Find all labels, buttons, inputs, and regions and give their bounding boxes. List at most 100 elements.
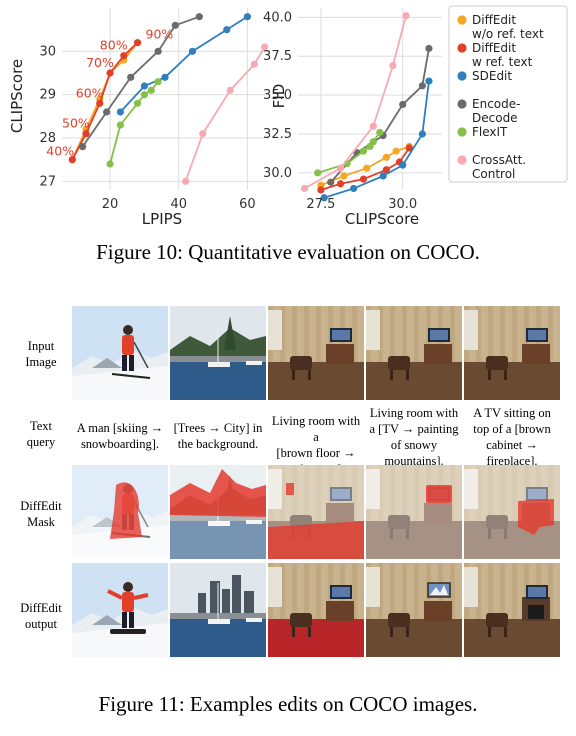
data-point — [188, 47, 197, 55]
data-point — [418, 130, 426, 138]
query-line: [brown floor → — [276, 446, 356, 460]
data-point — [223, 26, 231, 34]
right-y-tick-labels: 30.0 32.5 35.0 37.5 40.0 — [263, 10, 292, 181]
mask-image-5 — [464, 465, 560, 559]
query-4: Living room with a [TV → painting of sno… — [366, 405, 462, 469]
data-point — [79, 143, 87, 151]
input-image-2 — [170, 306, 266, 400]
data-point — [317, 186, 325, 194]
data-point — [182, 177, 190, 185]
harbor-photo — [170, 306, 266, 400]
series-line — [81, 15, 200, 148]
x-tick-label: 40 — [170, 197, 187, 212]
x-tick-label: 30.0 — [388, 197, 417, 212]
input-image-4 — [366, 306, 462, 400]
data-point — [392, 147, 400, 155]
skier-photo — [72, 563, 168, 657]
data-point — [154, 78, 162, 86]
living-room-photo — [366, 306, 462, 400]
row-label-line: DiffEdit — [20, 601, 62, 615]
data-point — [133, 39, 142, 47]
data-point — [327, 178, 335, 186]
series-line — [119, 15, 248, 113]
data-point — [336, 180, 345, 188]
left-chart: 20 40 60 27 28 29 30 40% 50% 60% 70% 80% 90% LPIPS… — [8, 8, 270, 228]
data-point — [376, 128, 384, 137]
data-point — [350, 184, 358, 193]
legend-label: SDEdit — [472, 69, 512, 83]
data-point — [68, 156, 76, 164]
row-label-mask: DiffEdit Mask — [10, 498, 72, 530]
data-point — [154, 47, 162, 55]
x-tick-label: 20 — [102, 197, 119, 212]
living-room-photo — [268, 465, 364, 559]
query-5: A TV sitting on top of a [brown cabinet … — [464, 405, 560, 469]
data-point — [82, 130, 90, 138]
mask-image-4 — [366, 465, 462, 559]
data-point — [359, 175, 368, 183]
data-point — [140, 91, 148, 99]
query-line: A man [skiing → — [76, 421, 164, 435]
legend-label: Control — [472, 167, 515, 181]
figure-11-caption: Figure 11: Examples edits on COCO images… — [98, 692, 478, 716]
data-point — [116, 108, 124, 116]
query-line: Living room with a — [271, 414, 361, 444]
data-point — [369, 138, 377, 146]
data-point — [106, 69, 114, 77]
data-point — [363, 164, 371, 172]
right-y-axis-label: FID — [270, 84, 288, 109]
data-point — [226, 86, 234, 94]
mask-image-3 — [268, 465, 364, 559]
harbor-photo — [170, 465, 266, 559]
percent-label: 90% — [146, 27, 174, 42]
data-point — [336, 164, 345, 172]
data-point — [250, 60, 258, 68]
left-x-axis-label: LPIPS — [142, 210, 182, 228]
query-line: Living room with — [369, 406, 459, 420]
right-x-axis-label: CLIPScore — [345, 210, 419, 228]
row-label-line: query — [26, 435, 56, 449]
row-label-input: Input Image — [10, 338, 72, 370]
data-point — [127, 73, 135, 81]
data-point — [389, 61, 397, 70]
figure-10-caption: Figure 10: Quantitative evaluation on CO… — [96, 240, 480, 264]
input-image-1 — [72, 306, 168, 400]
data-point — [382, 153, 390, 161]
data-point — [320, 194, 328, 202]
y-tick-label: 27 — [39, 174, 56, 189]
output-image-4 — [366, 563, 462, 657]
data-point — [171, 21, 179, 29]
living-room-photo — [464, 306, 560, 400]
query-line: the background. — [177, 437, 259, 451]
legend-label: Encode- — [472, 97, 520, 111]
legend-marker — [457, 43, 467, 53]
legend-label: FlexIT — [472, 125, 508, 139]
living-room-photo — [464, 465, 560, 559]
living-room-photo — [366, 465, 462, 559]
percent-label: 60% — [76, 85, 104, 100]
legend-label: w/o ref. text — [472, 27, 544, 41]
legend-label: w ref. text — [472, 55, 533, 69]
data-point — [260, 43, 269, 51]
series-line — [330, 48, 430, 183]
data-point — [133, 99, 142, 107]
data-point — [243, 13, 251, 21]
right-x-tick-labels: 27.5 30.0 — [306, 197, 417, 212]
output-image-2 — [170, 563, 266, 657]
mask-image-1 — [72, 465, 168, 559]
output-image-5 — [464, 563, 560, 657]
living-room-photo — [268, 306, 364, 400]
output-image-1 — [72, 563, 168, 657]
query-line: of snowy — [390, 438, 438, 452]
legend-marker — [457, 155, 467, 165]
data-point — [399, 100, 407, 109]
data-point — [120, 52, 128, 60]
left-x-tick-labels: 20 40 60 — [102, 197, 256, 212]
percent-label: 70% — [86, 55, 114, 70]
y-tick-label: 30 — [39, 44, 56, 59]
data-point — [418, 82, 426, 90]
right-chart: 27.5 30.0 30.032.535.037.540.0 CLIPScore … — [263, 8, 442, 228]
query-line: a [TV → painting — [369, 422, 459, 436]
query-line: snowboarding]. — [80, 437, 160, 451]
